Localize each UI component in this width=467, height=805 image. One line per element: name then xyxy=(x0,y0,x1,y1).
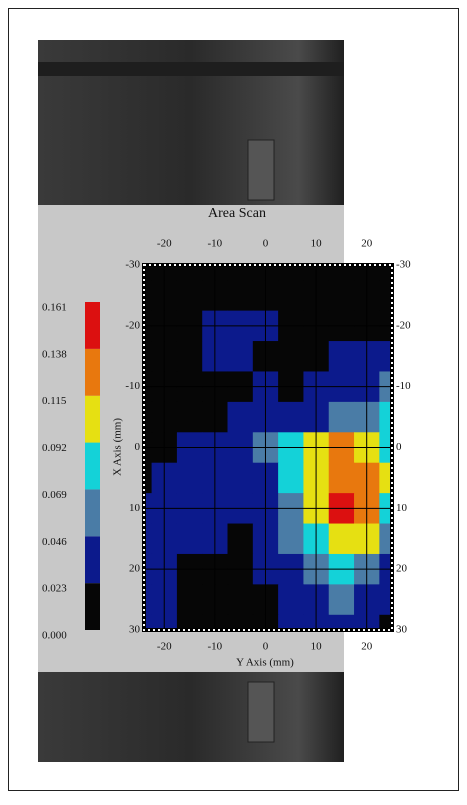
contour-cell xyxy=(176,614,203,630)
contour-cell xyxy=(176,401,203,433)
y-tick-label: 30 xyxy=(396,624,408,636)
colorbar-band xyxy=(85,395,100,443)
contour-cell xyxy=(144,341,153,372)
contour-cell xyxy=(227,614,254,630)
colorbar-band xyxy=(85,348,100,396)
x-tick-label: -10 xyxy=(208,641,223,653)
colorbar-label: 0.023 xyxy=(42,583,67,595)
contour-cell xyxy=(379,280,392,312)
contour-cell xyxy=(227,462,254,494)
contour-cell xyxy=(176,523,203,555)
colorbar-label: 0.161 xyxy=(42,302,67,314)
y-tick-label: -20 xyxy=(396,319,411,331)
contour-cell xyxy=(144,523,153,555)
x-tick-label: -10 xyxy=(208,238,223,250)
contour-cell xyxy=(328,265,355,281)
y-tick-label: 30 xyxy=(129,624,141,636)
contour-cell xyxy=(278,280,304,312)
contour-cell xyxy=(328,341,355,372)
contour-cell xyxy=(144,280,153,312)
y-tick-label: -10 xyxy=(125,380,140,392)
y-tick-label: 20 xyxy=(396,563,408,575)
contour-cell xyxy=(227,523,254,555)
x-tick-label: -20 xyxy=(157,641,172,653)
contour-cell xyxy=(227,401,254,433)
contour-cell xyxy=(176,265,203,281)
photo-bottom xyxy=(38,672,344,762)
contour-cell xyxy=(176,584,203,616)
colorbar-label: 0.092 xyxy=(42,442,67,454)
y-tick-label: -30 xyxy=(396,259,411,271)
plot-frame-ticks xyxy=(143,264,393,631)
contour-cell xyxy=(328,280,355,312)
x-tick-label: 0 xyxy=(263,238,269,250)
y-tick-label: -10 xyxy=(396,380,411,392)
photo-detail xyxy=(247,139,275,201)
contour-cell xyxy=(278,341,304,372)
contour-cell xyxy=(278,584,304,616)
contour-cell xyxy=(176,341,203,372)
contour-cell xyxy=(328,401,355,433)
photo-detail xyxy=(247,681,275,743)
y-tick-label: 0 xyxy=(396,441,402,453)
contour-cell xyxy=(379,462,392,494)
colorbar-band xyxy=(85,583,100,630)
photo-detail xyxy=(38,62,344,76)
contour-cell xyxy=(379,523,392,555)
colorbar-label: 0.046 xyxy=(42,536,67,548)
contour-cell xyxy=(278,462,304,494)
colorbar-band xyxy=(85,489,100,537)
x-tick-label: 10 xyxy=(311,238,323,250)
contour-cell xyxy=(278,614,304,630)
contour-cell xyxy=(379,401,392,433)
x-tick-label: -20 xyxy=(157,238,172,250)
y-tick-label: 0 xyxy=(135,441,141,453)
x-axis-label: Y Axis (mm) xyxy=(236,657,294,669)
contour-cell xyxy=(227,584,254,616)
contour-cell xyxy=(379,584,392,616)
contour-cell xyxy=(227,341,254,372)
y-axis-label: X Axis (mm) xyxy=(112,418,124,476)
contour-cell xyxy=(278,523,304,555)
colorbar-label: 0.115 xyxy=(42,395,67,407)
chart-title: Area Scan xyxy=(208,206,266,221)
contour-cell xyxy=(227,280,254,312)
y-tick-label: 10 xyxy=(129,502,141,514)
contour-cell xyxy=(328,462,355,494)
overlay: -20 -20 -10 -10 0 0 10 10 20 20 -30 -30 -20 -20 -10 -10… xyxy=(42,238,411,653)
y-tick-label: -20 xyxy=(125,319,140,331)
x-tick-label: 10 xyxy=(311,641,323,653)
contour-cell xyxy=(227,265,254,281)
contour-cell xyxy=(176,462,203,494)
contour-cell xyxy=(379,614,392,630)
contour-cell xyxy=(328,584,355,616)
x-tick-label: 0 xyxy=(263,641,269,653)
y-tick-label: 20 xyxy=(129,563,141,575)
colorbar-band xyxy=(85,442,100,490)
contour-cell xyxy=(144,614,153,630)
colorbar-label: 0.138 xyxy=(42,348,67,360)
x-tick-label: 20 xyxy=(361,238,373,250)
contour-cell xyxy=(379,341,392,372)
contour-cell xyxy=(278,401,304,433)
contour-cell xyxy=(328,614,355,630)
y-tick-label: 10 xyxy=(396,502,408,514)
colorbar-label: 0.000 xyxy=(42,630,67,642)
contour-cell xyxy=(144,584,153,616)
y-tick-label: -30 xyxy=(125,259,140,271)
contour-cell xyxy=(144,265,153,281)
x-tick-label: 20 xyxy=(361,641,373,653)
contour-cell xyxy=(176,280,203,312)
contour-cell xyxy=(144,401,153,433)
colorbar-band xyxy=(85,536,100,584)
contour-cell xyxy=(278,265,304,281)
contour-cell xyxy=(328,523,355,555)
contour-cell xyxy=(144,462,153,494)
colorbar-label: 0.069 xyxy=(42,489,67,501)
colorbar-band xyxy=(85,302,100,349)
contour-cell xyxy=(379,265,392,281)
